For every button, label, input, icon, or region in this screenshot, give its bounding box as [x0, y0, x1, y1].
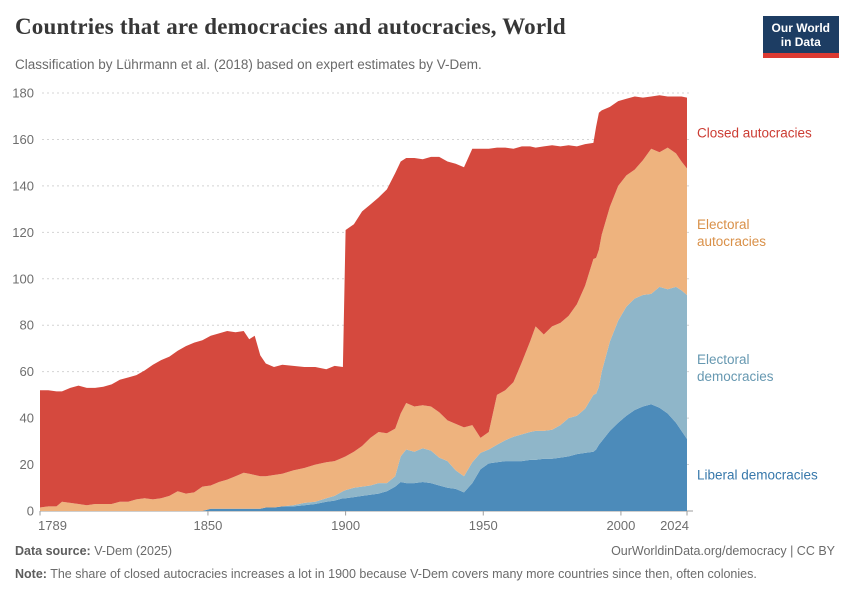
x-tick-label-1850: 1850 — [193, 518, 222, 533]
x-tick-label-2024: 2024 — [660, 518, 689, 533]
note-text: The share of closed autocracies increase… — [46, 567, 757, 581]
y-tick-label-160: 160 — [12, 132, 34, 147]
owid-logo[interactable]: Our World in Data — [762, 16, 839, 58]
y-tick-label-120: 120 — [12, 225, 34, 240]
y-tick-label-180: 180 — [12, 86, 34, 101]
y-tick-label-0: 0 — [27, 504, 34, 519]
series-label-electoral-autocracies: Electoral autocracies — [697, 217, 766, 249]
series-label-liberal-democracies: Liberal democracies — [697, 468, 818, 483]
license-link[interactable]: CC BY — [796, 544, 835, 558]
x-tick-label-1900: 1900 — [331, 518, 360, 533]
owid-logo-line2: in Data — [780, 35, 821, 49]
y-tick-label-20: 20 — [20, 457, 34, 472]
area-liberal-democracies[interactable] — [40, 404, 687, 511]
page-title: Countries that are democracies and autoc… — [15, 14, 566, 39]
note-label: Note: — [15, 567, 47, 581]
y-tick-label-80: 80 — [20, 318, 34, 333]
area-closed-autocracies[interactable] — [40, 95, 687, 508]
y-tick-label-140: 140 — [12, 178, 34, 193]
area-electoral-autocracies[interactable] — [40, 147, 687, 511]
chart-note: Note: The share of closed autocracies in… — [15, 567, 757, 581]
chart-subtitle: Classification by Lührmann et al. (2018)… — [15, 57, 482, 72]
data-source-label: Data source: — [15, 544, 91, 558]
footer-separator: | — [786, 544, 797, 558]
footer-links: OurWorldinData.org/democracy | CC BY — [611, 544, 835, 558]
series-label-electoral-democracies: Electoral democracies — [697, 352, 774, 384]
footer-note-row: Note: The share of closed autocracies in… — [15, 567, 835, 581]
data-source-value: V-Dem (2025) — [90, 544, 173, 558]
y-tick-label-100: 100 — [12, 271, 34, 286]
y-tick-label-60: 60 — [20, 364, 34, 379]
x-tick-label-1950: 1950 — [469, 518, 498, 533]
series-label-closed-autocracies: Closed autocracies — [697, 126, 812, 141]
data-source: Data source: V-Dem (2025) — [15, 544, 172, 558]
x-tick-label-2000: 2000 — [606, 518, 635, 533]
footer-source-row: Data source: V-Dem (2025) OurWorldinData… — [15, 544, 835, 558]
x-tick-label-1789: 1789 — [38, 518, 67, 533]
area-electoral-democracies[interactable] — [40, 286, 687, 511]
owid-url-link[interactable]: OurWorldinData.org/democracy — [611, 544, 787, 558]
y-tick-label-40: 40 — [20, 411, 34, 426]
owid-logo-line1: Our World — [771, 21, 830, 35]
